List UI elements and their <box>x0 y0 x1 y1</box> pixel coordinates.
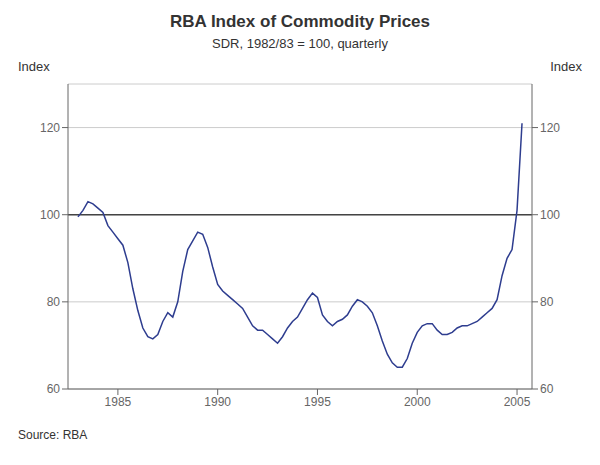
svg-text:2005: 2005 <box>504 395 531 409</box>
html-text:SDR, 1982/83 = 100, quarterly: SDR, 1982/83 = 100, quarterly <box>212 36 388 51</box>
svg-text:1990: 1990 <box>204 395 231 409</box>
svg-text:80: 80 <box>47 295 61 309</box>
svg-text:60: 60 <box>540 382 554 396</box>
svg-text:80: 80 <box>540 295 554 309</box>
svg-text:2000: 2000 <box>404 395 431 409</box>
svg-text:120: 120 <box>540 121 560 135</box>
html-text:Index: Index <box>550 59 582 74</box>
html-text:Source: RBA: Source: RBA <box>18 428 88 442</box>
svg-text:1995: 1995 <box>304 395 331 409</box>
html-text:RBA Index of Commodity Prices: RBA Index of Commodity Prices <box>170 12 430 31</box>
svg-text:100: 100 <box>540 208 560 222</box>
svg-text:100: 100 <box>40 208 60 222</box>
svg-text:1985: 1985 <box>105 395 132 409</box>
html-text:Index: Index <box>18 59 50 74</box>
svg-text:60: 60 <box>47 382 61 396</box>
svg-text:120: 120 <box>40 121 60 135</box>
